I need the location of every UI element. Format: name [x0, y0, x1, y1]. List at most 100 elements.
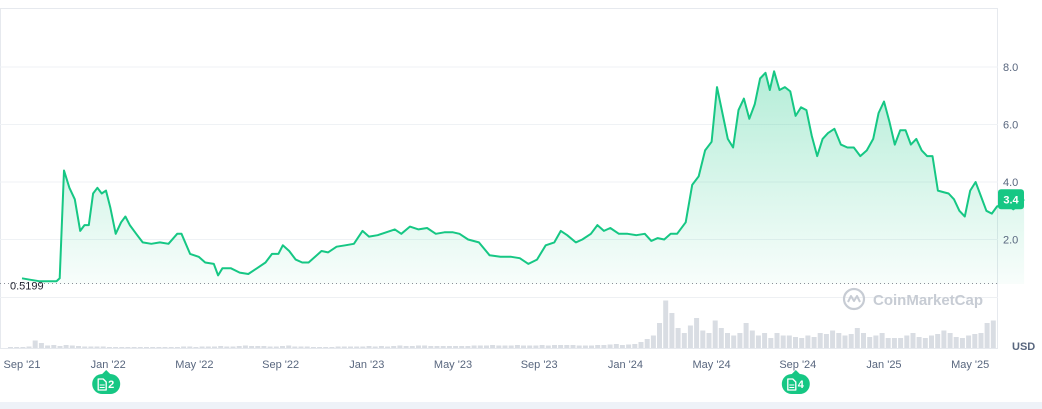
- volume-bar: [514, 345, 520, 348]
- volume-bar: [335, 346, 341, 348]
- volume-bar: [935, 334, 941, 348]
- volume-bar: [762, 333, 768, 348]
- volume-bar: [675, 328, 681, 348]
- x-tick-label: Sep '22: [262, 359, 299, 371]
- volume-bar: [471, 345, 477, 348]
- volume-bar: [885, 338, 891, 348]
- volume-bar: [786, 335, 792, 348]
- volume-bar: [255, 346, 261, 348]
- volume-bar: [799, 338, 805, 348]
- current-value-badge: 3.4: [998, 189, 1024, 210]
- volume-bar: [354, 346, 360, 348]
- volume-bar: [725, 333, 730, 348]
- volume-bars: [8, 300, 996, 348]
- volume-bar: [984, 323, 990, 348]
- volume-bar: [440, 346, 446, 348]
- price-area: [22, 71, 1025, 284]
- x-tick-label: May '23: [434, 359, 472, 371]
- y-tick-label: 6.0: [1003, 120, 1018, 132]
- volume-bar: [51, 345, 57, 348]
- volume-bar: [898, 338, 904, 348]
- volume-bar: [317, 347, 323, 348]
- volume-bar: [848, 334, 854, 348]
- volume-bar: [477, 345, 483, 348]
- volume-bar: [749, 330, 755, 348]
- y-tick-label: 8.0: [1003, 62, 1018, 74]
- x-tick-label: May '25: [951, 359, 989, 371]
- volume-bar: [663, 300, 669, 348]
- volume-bar: [434, 346, 440, 348]
- volume-bar: [446, 346, 452, 348]
- volume-bar: [348, 346, 353, 348]
- volume-bar: [465, 346, 471, 348]
- volume-bar: [422, 345, 428, 348]
- volume-bar: [113, 347, 119, 348]
- volume-bar: [811, 337, 817, 348]
- volume-bar: [378, 346, 384, 348]
- volume-bar: [873, 335, 879, 348]
- marker-count: 4: [798, 379, 805, 391]
- volume-bar: [403, 346, 409, 348]
- volume-bar: [372, 346, 378, 348]
- volume-bar: [397, 345, 403, 348]
- volume-bar: [743, 323, 749, 348]
- volume-bar: [589, 345, 594, 348]
- volume-bar: [854, 328, 860, 348]
- volume-bar: [731, 335, 737, 348]
- volume-bar: [780, 335, 786, 348]
- volume-bar: [88, 346, 94, 348]
- volume-bar: [14, 347, 20, 348]
- volume-bar: [168, 347, 174, 348]
- volume-bar: [619, 345, 625, 348]
- volume-bar: [57, 346, 63, 348]
- volume-bar: [582, 345, 588, 348]
- volume-bar: [484, 345, 489, 348]
- volume-bar: [700, 330, 706, 348]
- volume-bar: [230, 346, 236, 348]
- current-value-label: 3.4: [1003, 194, 1019, 206]
- volume-bar: [508, 345, 514, 348]
- volume-bar: [273, 346, 279, 348]
- volume-bar: [119, 347, 125, 348]
- volume-bar: [236, 346, 242, 348]
- volume-bar: [533, 345, 539, 348]
- volume-bar: [861, 333, 866, 348]
- volume-bar: [910, 333, 916, 348]
- volume-bar: [32, 340, 38, 348]
- volume-bar: [205, 346, 211, 348]
- volume-bar: [181, 346, 187, 348]
- volume-bar: [823, 334, 829, 348]
- volume-bar: [793, 337, 798, 348]
- volume-bar: [669, 313, 675, 348]
- volume-bar: [706, 333, 712, 348]
- volume-bar: [286, 345, 292, 348]
- volume-bar: [94, 346, 100, 348]
- volume-bar: [100, 346, 106, 348]
- x-tick-label: Jan '24: [608, 359, 643, 371]
- volume-bar: [805, 335, 811, 348]
- volume-bar: [607, 344, 613, 348]
- volume-bar: [626, 344, 632, 348]
- volume-bar: [650, 335, 656, 348]
- y-tick-label: 4.0: [1003, 177, 1018, 189]
- volume-bar: [156, 347, 162, 348]
- volume-bar: [817, 333, 823, 348]
- volume-bar: [545, 345, 551, 348]
- volume-bar: [82, 346, 88, 348]
- volume-bar: [292, 346, 298, 348]
- volume-bar: [428, 346, 434, 348]
- volume-bar: [712, 320, 718, 348]
- volume-bar: [990, 320, 996, 348]
- volume-bar: [632, 344, 638, 348]
- volume-bar: [972, 334, 978, 348]
- volume-bar: [137, 347, 143, 348]
- volume-bar: [941, 330, 947, 348]
- x-tick-label: Sep '21: [4, 359, 41, 371]
- event-marker[interactable]: 4: [781, 370, 810, 394]
- volume-bar: [830, 330, 836, 348]
- volume-bar: [978, 333, 984, 348]
- event-marker[interactable]: 2: [92, 370, 121, 394]
- x-tick-label: Jan '23: [349, 359, 384, 371]
- marker-count: 2: [108, 379, 114, 391]
- volume-bar: [261, 346, 267, 348]
